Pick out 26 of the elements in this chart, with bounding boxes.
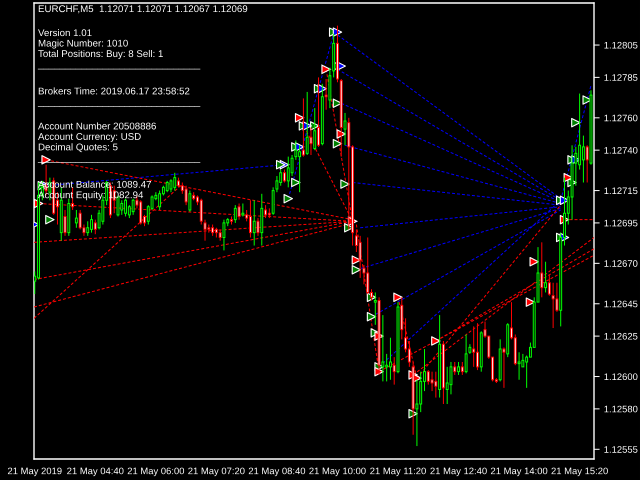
x-tick-label: 21 May 08:40	[248, 468, 306, 476]
annotation: Account Number 20508886 Account Currency: USD Decimal Quotes: 5 ______________________________	[38, 122, 200, 163]
y-tick-label: 1.12580	[604, 406, 638, 412]
x-tick-label: 21 May 06:00	[128, 468, 184, 476]
x-tick-label: 21 May 2019	[8, 468, 62, 476]
x-tick-label: 21 May 10:00	[309, 468, 366, 476]
y-tick-label: 1.12625	[604, 332, 638, 340]
x-tick-label: 21 May 14:00	[490, 468, 548, 476]
x-tick-label: 21 May 11:20	[370, 468, 426, 476]
y-tick-label: 1.12715	[604, 187, 638, 194]
y-tick-label: 1.12805	[604, 42, 638, 49]
x-tick-label: 21 May 07:20	[188, 468, 245, 476]
y-tick-label: 1.12600	[604, 373, 638, 380]
text: Brokers Time: 2019.06.17 23:58:52 ______________________________	[38, 87, 200, 107]
y-tick-label: 1.12645	[604, 300, 638, 308]
y-tick-label: 1.12695	[604, 220, 638, 226]
x-tick-label: 21 May 12:40	[430, 468, 487, 476]
y-tick-label: 1.12785	[604, 74, 638, 81]
x-tick-label: 21 May 04:40	[67, 468, 124, 476]
chart-title: EURCHF,M5 1.12071 1.12071 1.12067 1.12069	[38, 5, 248, 14]
y-tick-label: 1.12670	[604, 260, 638, 267]
x-tick-label: 21 May 15:20	[551, 468, 608, 476]
y-tick-label: 1.12760	[604, 114, 638, 122]
y-tick-label: 1.12740	[604, 146, 638, 154]
y-tick-label: 1.12555	[604, 446, 638, 453]
annotation: Version 1.01 Magic Number: 1010 Total Positions: Buy: 8 Sell: 1 ______________________________	[38, 29, 200, 70]
